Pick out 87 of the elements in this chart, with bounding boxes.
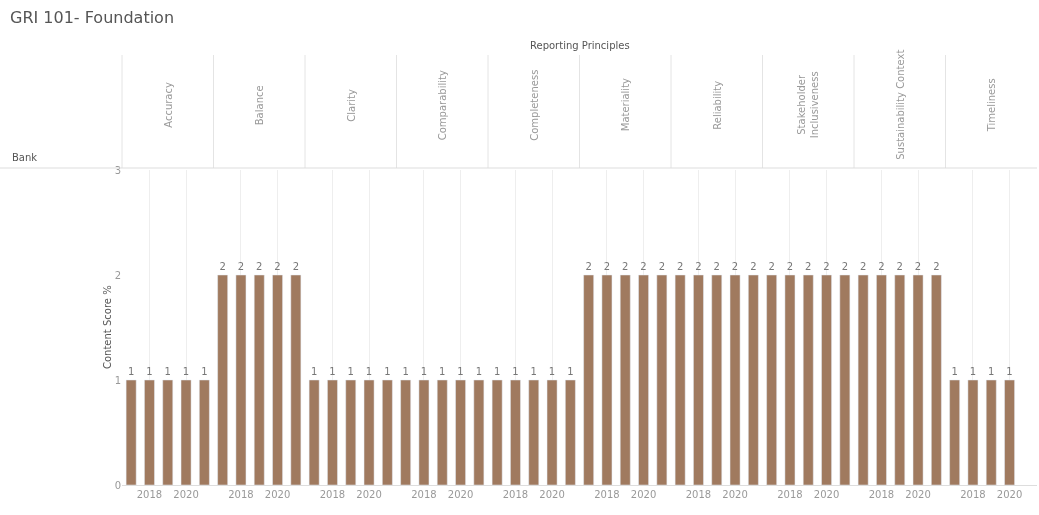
chart-title: Timeliness [986, 78, 998, 133]
data-label: 2 [658, 261, 666, 272]
data-label: 1 [530, 366, 537, 377]
x-tick-label: 2018 [502, 489, 529, 500]
data-label: 2 [896, 261, 903, 272]
chart-title: Materiality [620, 77, 632, 132]
x-tick-label: 2020 [356, 489, 382, 500]
data-label: 2 [859, 261, 867, 272]
x-tick-label: 2020 [630, 489, 657, 500]
data-label: 1 [988, 366, 995, 377]
data-label: 1 [457, 366, 464, 377]
data-label: 1 [329, 366, 336, 377]
data-label: 1 [164, 366, 171, 377]
data-label: 2 [622, 261, 629, 272]
data-label: 1 [146, 366, 153, 377]
data-label: 1 [567, 366, 574, 377]
data-label: 1 [493, 366, 501, 377]
data-label: 2 [823, 261, 830, 272]
x-tick-label: 2020 [173, 489, 199, 500]
data-label: 1 [548, 366, 556, 377]
text: GRI 101- Foundation [10, 8, 175, 27]
x-tick-label: 2018 [777, 489, 803, 500]
y-axis-title: Content Score % [102, 285, 113, 369]
data-label: 1 [310, 366, 318, 377]
data-label: 2 [878, 261, 885, 272]
x-tick-label: 2018 [868, 489, 895, 500]
data-label: 2 [603, 261, 611, 272]
chart-title: Completeness [528, 69, 540, 141]
data-label: 2 [274, 261, 281, 272]
y-tick-label: 3 [114, 164, 121, 176]
chart-title: Balance [254, 85, 266, 126]
data-label: 1 [439, 366, 446, 377]
data-label: 2 [805, 261, 812, 272]
data-label: 1 [365, 366, 373, 377]
data-label: 2 [731, 261, 739, 272]
data-label: 1 [182, 366, 190, 377]
data-label: 1 [127, 366, 135, 377]
y-tick-label: 2 [114, 269, 121, 281]
y-tick-label: 0 [114, 479, 121, 491]
data-label: 2 [676, 261, 684, 272]
data-label: 2 [841, 261, 849, 272]
data-label: 1 [420, 366, 428, 377]
data-label: 1 [475, 366, 483, 377]
x-tick-label: 2020 [264, 489, 291, 500]
chart-title: Accuracy [162, 82, 174, 128]
data-label: 2 [237, 261, 245, 272]
text: Reporting Principles [530, 40, 630, 51]
x-tick-label: 2018 [411, 489, 437, 500]
data-label: 1 [384, 366, 391, 377]
data-label: 2 [933, 261, 940, 272]
data-label: 1 [969, 366, 977, 377]
data-label: 1 [1006, 366, 1013, 377]
x-tick-label: 2018 [960, 489, 986, 500]
data-label: 1 [402, 366, 409, 377]
x-tick-label: 2020 [905, 489, 931, 500]
data-label: 2 [768, 261, 775, 272]
data-label: 2 [786, 261, 794, 272]
data-label: 1 [347, 366, 354, 377]
x-tick-label: 2018 [319, 489, 346, 500]
data-label: 2 [713, 261, 720, 272]
y-tick-label: 1 [114, 374, 121, 386]
x-tick-label: 2020 [447, 489, 474, 500]
x-tick-label: 2018 [685, 489, 712, 500]
data-label: 2 [292, 261, 300, 272]
data-label: 2 [585, 261, 592, 272]
data-label: 1 [201, 366, 208, 377]
data-label: 2 [640, 261, 647, 272]
x-tick-label: 2020 [539, 489, 565, 500]
data-label: 2 [750, 261, 757, 272]
chart-title: Clarity [345, 89, 357, 122]
x-tick-label: 2018 [594, 489, 620, 500]
chart-title: Comparability [437, 70, 449, 141]
chart-title: Sustainability Context [894, 49, 906, 160]
x-tick-label: 2020 [722, 489, 748, 500]
x-tick-label: 2020 [813, 489, 840, 500]
data-label: 1 [951, 366, 958, 377]
x-tick-label: 2020 [996, 489, 1023, 500]
x-tick-label: 2018 [136, 489, 163, 500]
chart-title: Stakeholder Inclusiveness [796, 71, 821, 139]
x-tick-label: 2018 [228, 489, 254, 500]
chart-title: Reliability [711, 80, 723, 130]
data-label: 2 [914, 261, 922, 272]
data-label: 1 [512, 366, 519, 377]
text: Bank [12, 152, 38, 163]
data-label: 2 [219, 261, 226, 272]
data-label: 2 [256, 261, 263, 272]
data-label: 2 [695, 261, 702, 272]
